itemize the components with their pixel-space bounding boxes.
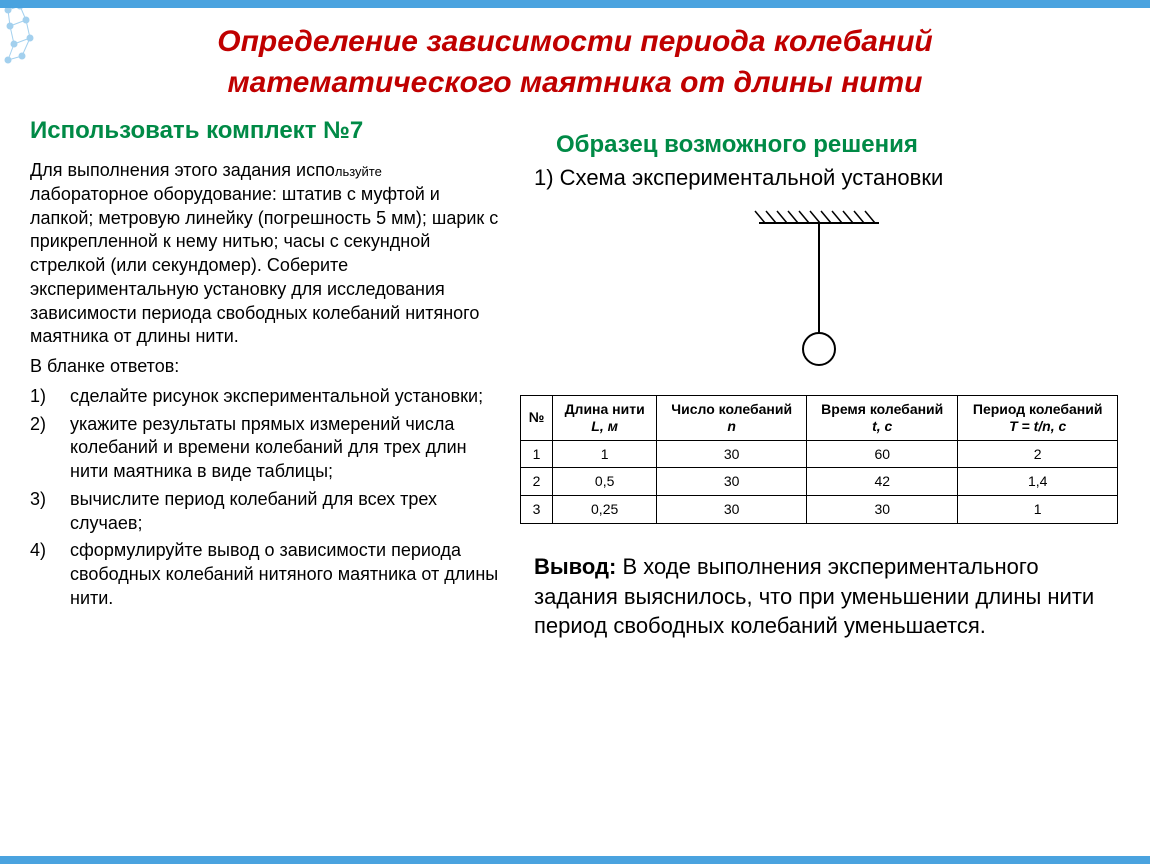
corner-decoration-icon: [0, 0, 60, 90]
slide-frame: [0, 0, 1150, 864]
